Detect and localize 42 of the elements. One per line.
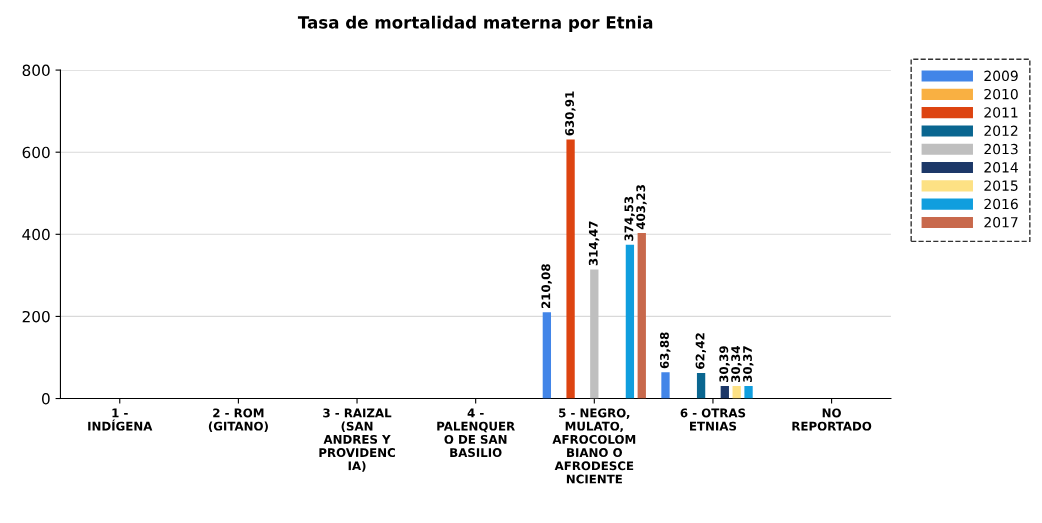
x-tick-label: 5 - NEGRO, MULATO, AFROCOLOM BIANO O AFRODESCE NCIENTE (552, 408, 636, 484)
bar (590, 269, 599, 399)
x-tick-label: 4 - PALENQUER O DE SAN BASILIO (437, 408, 515, 458)
bar (732, 386, 741, 399)
data-label: 314,47 (588, 221, 600, 266)
x-tick-label: 6 - OTRAS ETNIAS (680, 408, 746, 431)
bar (625, 244, 635, 399)
legend-label: 2011 (984, 107, 1018, 118)
bar (542, 312, 552, 399)
y-tick-label: 200 (22, 310, 50, 323)
y-tick-label: 400 (22, 228, 50, 241)
data-label: 374,53 (624, 196, 635, 241)
legend-label: 2010 (984, 88, 1018, 100)
legend-label: 2016 (984, 198, 1018, 210)
y-tick-label: 800 (22, 64, 50, 77)
bar (744, 386, 753, 399)
legend-label: 2017 (984, 217, 1018, 228)
y-tick-label: 600 (22, 146, 50, 159)
y-tick-label: 0 (42, 392, 50, 405)
data-label: 210,08 (541, 264, 552, 309)
chart-title: Tasa de mortalidad materna por Etnia (297, 15, 653, 32)
data-label: 30,39 (719, 346, 730, 382)
data-label: 63,88 (659, 332, 671, 369)
legend-label: 2012 (984, 125, 1018, 137)
bar (696, 372, 706, 399)
x-tick-label: 1 - INDÍGENA (88, 408, 153, 431)
x-tick-label: 2 - ROM (GITANO) (208, 408, 268, 432)
bar (661, 372, 670, 399)
legend-label: 2013 (984, 143, 1018, 155)
legend-label: 2014 (984, 162, 1018, 173)
data-label: 630,91 (565, 91, 576, 136)
bar (720, 386, 729, 399)
x-tick-label: 3 - RAIZAL (SAN ANDRES Y PROVIDENC IA) (319, 408, 395, 472)
legend-label: 2015 (984, 180, 1018, 191)
data-label: 30,37 (743, 346, 754, 382)
x-tick-label: NO REPORTADO (792, 408, 872, 431)
data-label: 30,34 (731, 345, 742, 382)
legend-label: 2009 (984, 70, 1018, 82)
bar (566, 139, 575, 399)
data-label: 403,23 (636, 185, 647, 230)
bar (637, 232, 646, 399)
data-label: 62,42 (695, 333, 707, 369)
